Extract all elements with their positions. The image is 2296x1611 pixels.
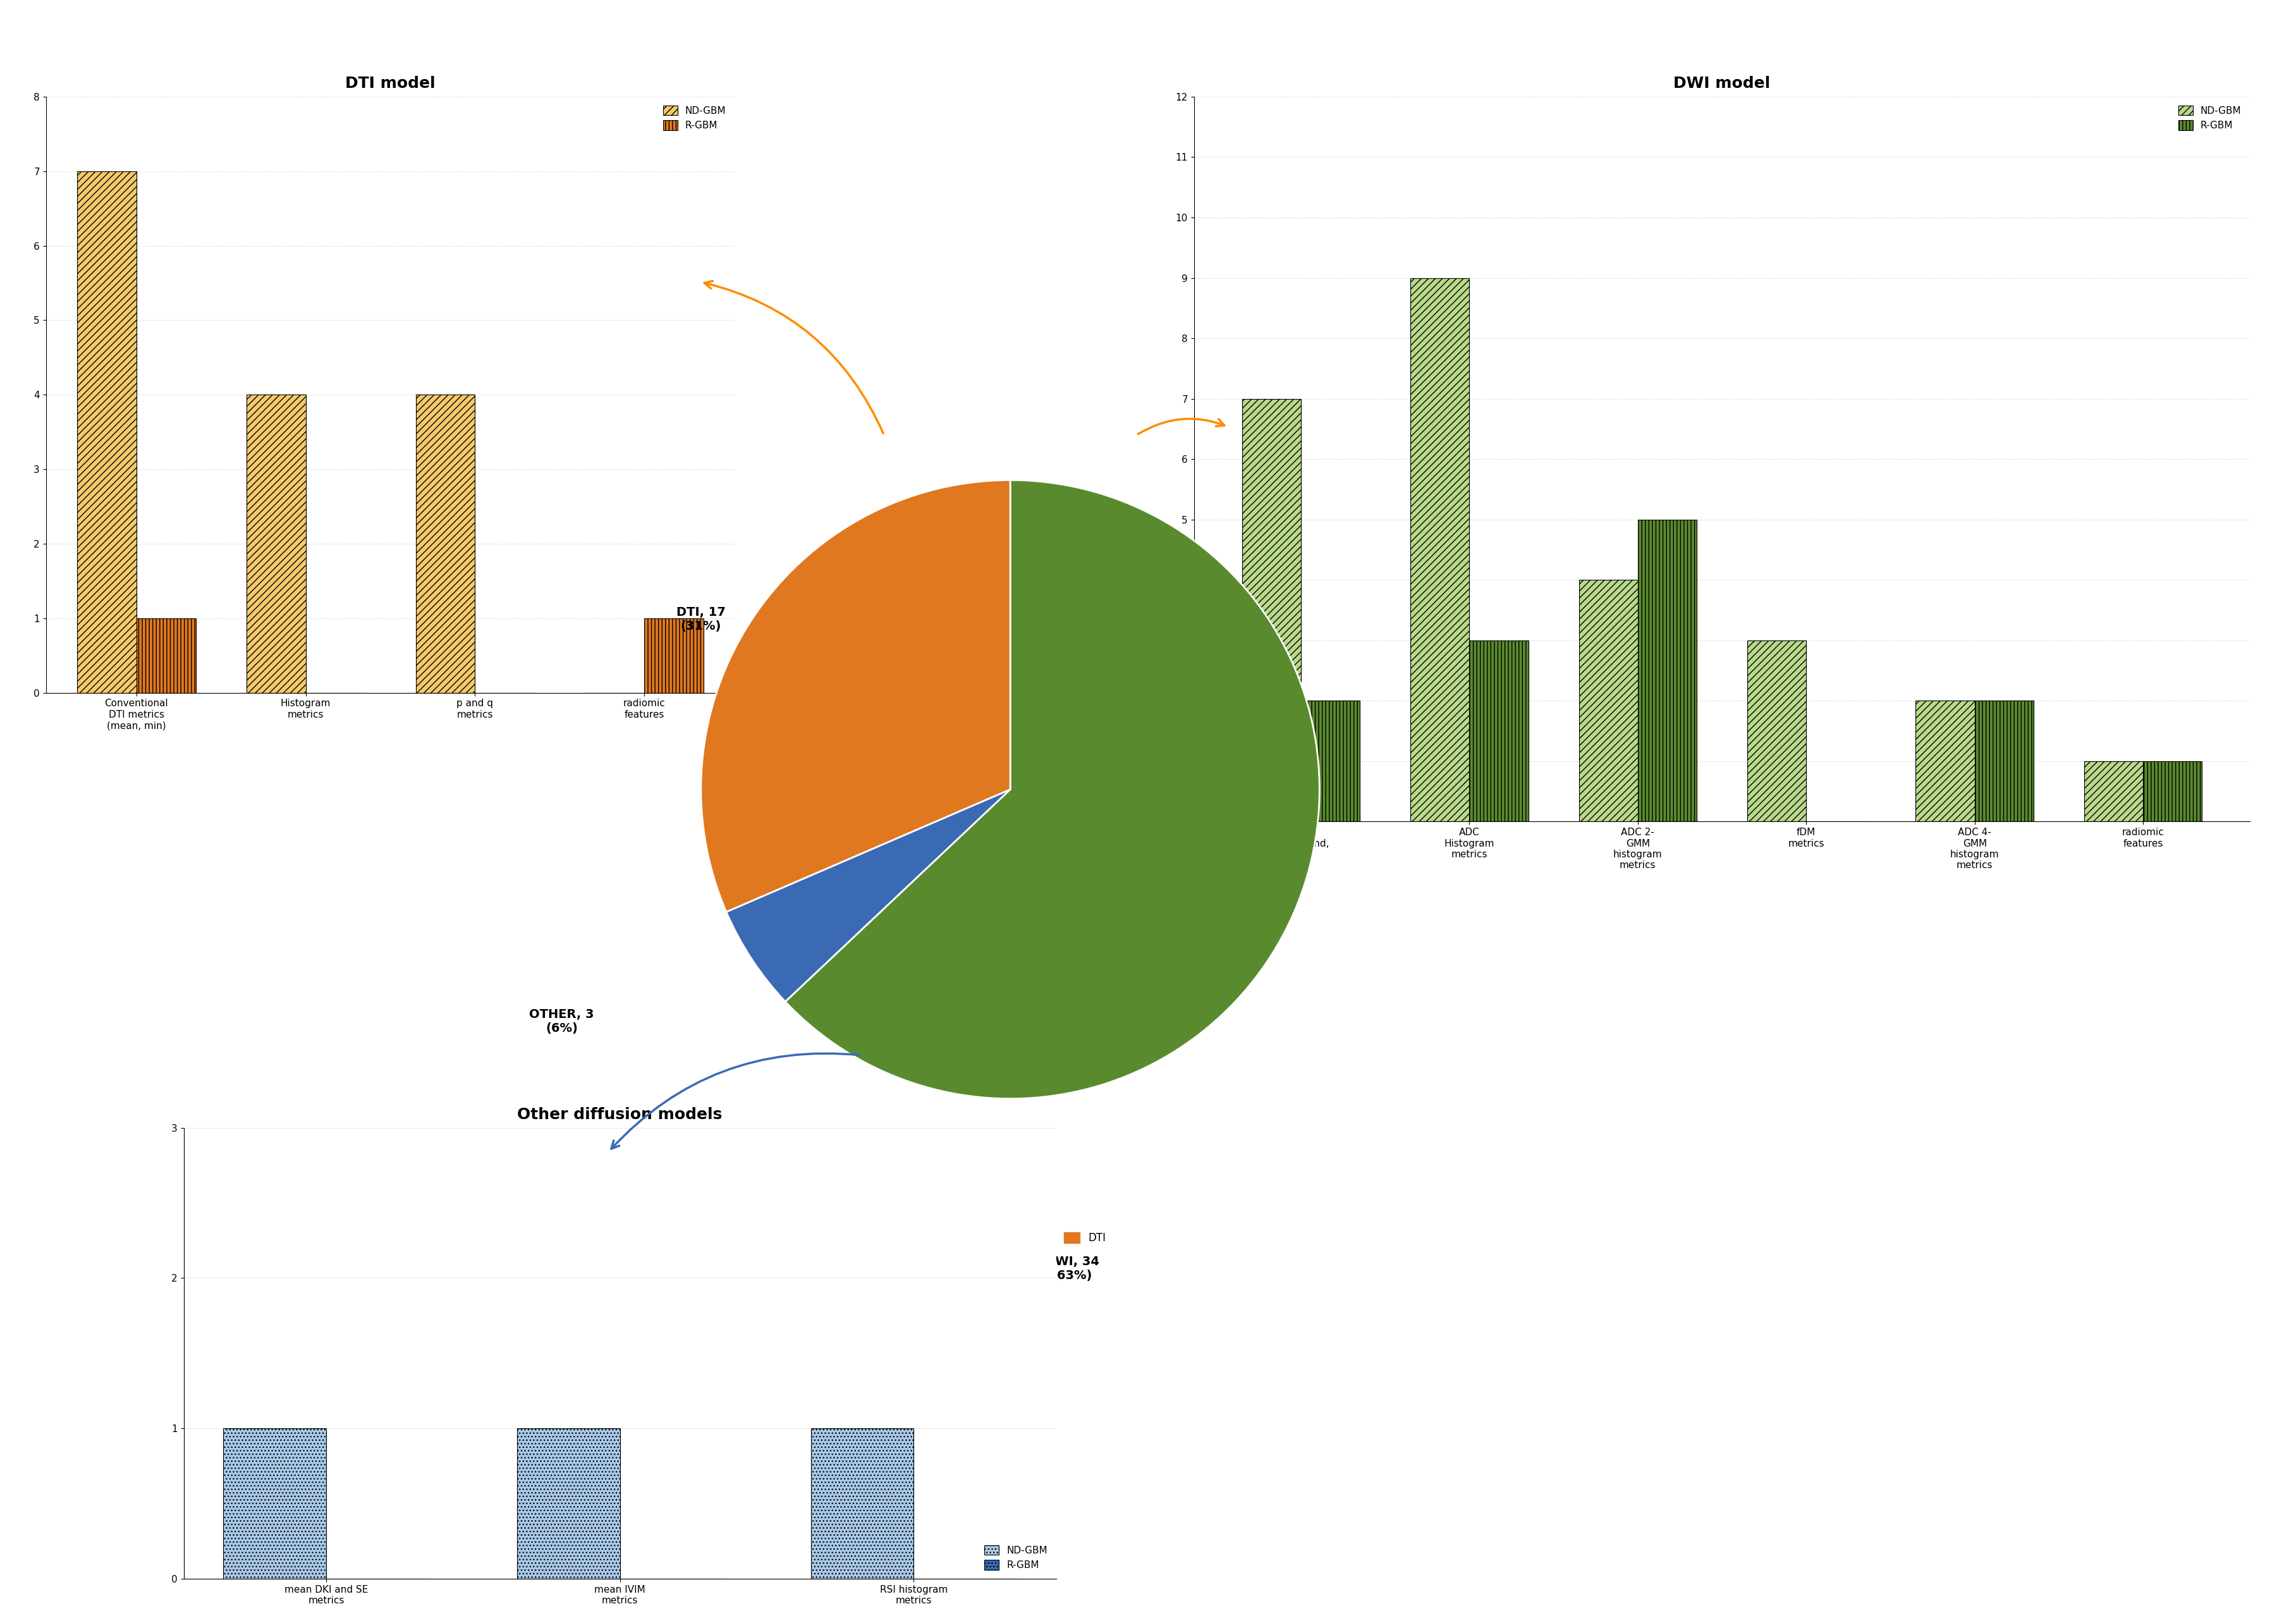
Bar xyxy=(246,395,305,693)
Bar xyxy=(1580,580,1637,822)
Bar xyxy=(1302,701,1359,822)
Legend: ND-GBM, R-GBM: ND-GBM, R-GBM xyxy=(980,1542,1052,1574)
Bar xyxy=(1637,519,1697,822)
Bar xyxy=(416,395,475,693)
Bar xyxy=(2085,762,2142,822)
Text: OTHER, 3
(6%): OTHER, 3 (6%) xyxy=(530,1008,595,1034)
Bar xyxy=(78,171,135,693)
Title: DTI model: DTI model xyxy=(344,76,436,92)
Bar xyxy=(810,1429,914,1579)
Legend: DWI, OTHER, DTI: DWI, OTHER, DTI xyxy=(912,1228,1109,1249)
Text: DTI, 17
(31%): DTI, 17 (31%) xyxy=(677,606,726,632)
Text: DWI, 34
(63%): DWI, 34 (63%) xyxy=(1045,1257,1100,1282)
Bar xyxy=(1975,701,2034,822)
Bar xyxy=(135,619,195,693)
Wedge shape xyxy=(785,480,1320,1099)
Bar xyxy=(2142,762,2202,822)
Legend: ND-GBM, R-GBM: ND-GBM, R-GBM xyxy=(659,101,730,134)
Bar xyxy=(1747,640,1807,822)
Legend: ND-GBM, R-GBM: ND-GBM, R-GBM xyxy=(2174,101,2245,134)
Bar xyxy=(1915,701,1975,822)
Title: Other diffusion models: Other diffusion models xyxy=(517,1107,723,1123)
Bar xyxy=(645,619,703,693)
Bar xyxy=(1410,277,1469,822)
Bar xyxy=(1469,640,1529,822)
Title: DWI model: DWI model xyxy=(1674,76,1770,92)
Wedge shape xyxy=(700,480,1010,912)
Wedge shape xyxy=(726,789,1010,1002)
Bar xyxy=(223,1429,326,1579)
Bar xyxy=(517,1429,620,1579)
Bar xyxy=(1242,400,1302,822)
